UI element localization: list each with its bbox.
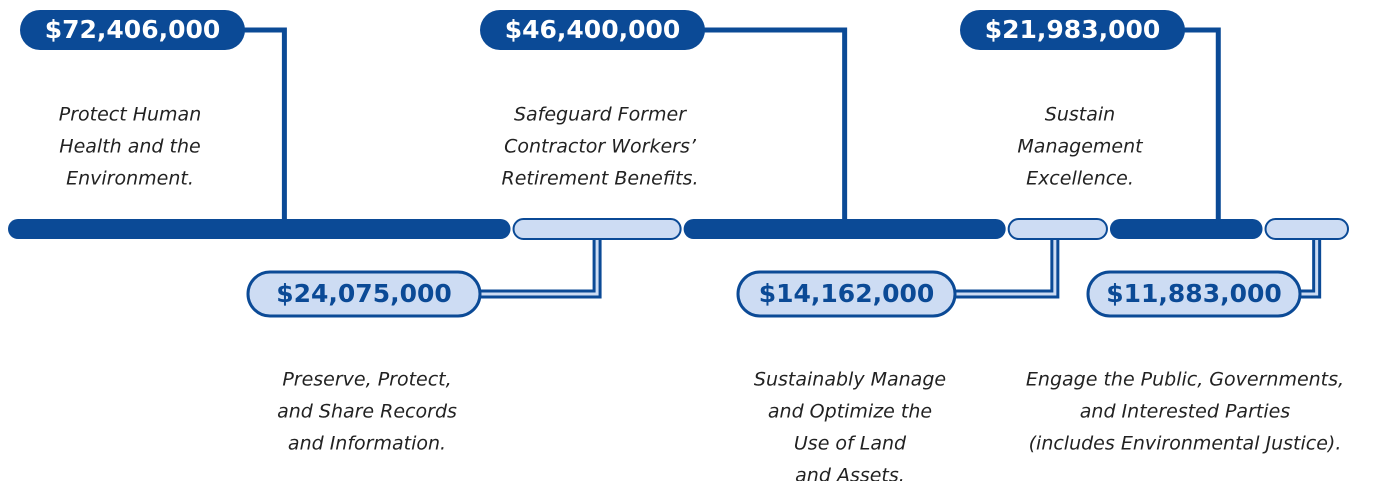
connector [235,27,287,224]
description: Sustain [1045,104,1115,126]
amount-pill [736,270,957,318]
description: Protect Human [59,104,202,126]
description: and Assets. [795,465,905,481]
segment [8,219,511,239]
connector [1175,27,1221,224]
description: (includes Environmental Justice). [1029,433,1342,455]
description: Environment. [66,168,194,190]
description: Safeguard Former [514,104,687,126]
segment [683,219,1006,239]
description: Management [1017,136,1144,158]
amount-label: $14,162,000 [759,279,935,308]
description: Sustainably Manage [754,369,946,391]
description: Preserve, Protect, [282,369,451,391]
segment [1264,218,1349,240]
amount-label: $21,983,000 [985,15,1161,44]
amount-label: $11,883,000 [1106,279,1282,308]
description: Excellence. [1026,168,1134,190]
amount-label: $24,075,000 [276,279,452,308]
segment [1007,218,1108,240]
amount-label: $72,406,000 [45,15,221,44]
connector-inner [470,234,599,296]
segment [1109,219,1263,239]
description: and Share Records [277,401,457,423]
description: Contractor Workers’ [504,136,697,158]
amount-pill [1086,270,1302,318]
connector [470,234,602,299]
connector-inner [945,234,1057,296]
amount-pill [246,270,482,318]
description: Health and the [59,136,200,158]
connector [945,234,1060,299]
amount-pill [480,10,705,50]
description: and Information. [288,433,446,455]
amount-pill [20,10,245,50]
description: Engage the Public, Governments, [1026,369,1344,391]
description: Use of Land [794,433,907,455]
description: Retirement Benefits. [502,168,699,190]
description: and Interested Parties [1080,401,1291,423]
segment [512,218,682,240]
amount-label: $46,400,000 [505,15,681,44]
connector [695,27,848,224]
description: and Optimize the [768,401,932,423]
amount-pill [960,10,1185,50]
